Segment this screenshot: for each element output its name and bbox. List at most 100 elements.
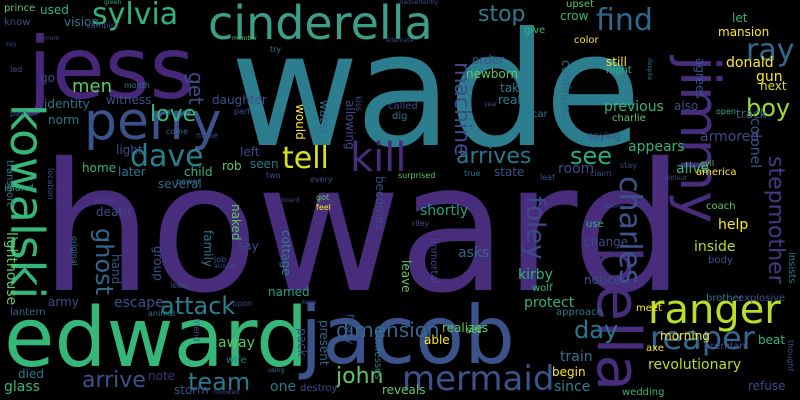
word-order: order (472, 53, 504, 67)
word-reaper: reaper (650, 319, 755, 357)
word-newborn: newborn (466, 67, 519, 81)
word-approach: approach (556, 307, 603, 318)
word-kirby: kirby (518, 267, 553, 283)
word-sylvia: sylvia (92, 0, 179, 32)
word-try: try (270, 45, 282, 54)
word-feel: feel (316, 203, 331, 212)
word-army: army (48, 295, 79, 309)
word-every: every (310, 175, 333, 184)
word-true: true (464, 169, 481, 178)
word-coach: coach (706, 201, 736, 212)
word-surprised: surprised (398, 171, 436, 180)
word-able: able (424, 333, 450, 347)
word-machine: machine (449, 62, 474, 157)
word-named: named (268, 285, 310, 299)
word-lead: lead (170, 281, 188, 290)
word-get: get (184, 72, 208, 105)
word-part: part (234, 107, 251, 116)
word-boy: boy (746, 94, 791, 122)
word-vision: vision (64, 15, 99, 29)
word-realizes: realizes (442, 321, 489, 335)
word-would: would (293, 104, 307, 140)
word-kowalski: kowalski (0, 104, 54, 300)
word-night: night (606, 65, 632, 76)
word-green: green (104, 0, 122, 6)
word-prince: prince (4, 3, 36, 14)
word-mansion: mansion (718, 25, 770, 39)
word-island: island (4, 183, 34, 194)
word-shortly: shortly (420, 203, 469, 219)
word-got: got (316, 193, 330, 202)
word-say: say (238, 239, 259, 253)
word-reveals: reveals (382, 383, 426, 397)
word-car: car (532, 109, 548, 120)
word-gun: gun (756, 69, 783, 85)
word-notice: notice (584, 273, 621, 287)
word-among: among (604, 203, 625, 210)
word-vampire: vampire (86, 21, 119, 30)
word-revolutionary: revolutionary (648, 357, 742, 373)
word-open: open (716, 107, 736, 116)
word-keep: keep (302, 299, 317, 306)
word-several: several (158, 177, 202, 191)
word-mom: mom (44, 35, 60, 42)
word-leaf: leaf (540, 173, 555, 182)
word-continues: continues (559, 60, 573, 119)
word-destroy: destroy (300, 383, 338, 394)
word-seen: seen (250, 157, 279, 171)
word-brendan: brendan (704, 341, 746, 352)
word-charlie: charlie (612, 113, 646, 124)
word-ghost: ghost (90, 228, 118, 296)
word-protect: protect (524, 295, 575, 311)
word-inadvertently: inadvertently (398, 0, 439, 6)
word-becomes: becomes (373, 176, 387, 231)
word-kiss: kiss (354, 96, 363, 112)
word-wedding: wedding (622, 387, 665, 398)
word-identity: identity (44, 97, 90, 111)
word-board: board (282, 197, 300, 204)
word-help: help (718, 217, 749, 233)
word-insists: insists (786, 252, 797, 284)
word-color: color (574, 35, 599, 46)
word-arrives: arrives (456, 144, 532, 169)
word-meet: meet (636, 303, 662, 314)
word-ray: ray (746, 33, 795, 68)
word-team: team (188, 368, 251, 396)
word-brother: brother (706, 293, 743, 304)
word-one: one (270, 379, 297, 395)
word-water: water (317, 100, 331, 135)
word-foley: foley (520, 196, 550, 260)
word-job: job (214, 255, 227, 264)
word-also: also (674, 99, 699, 113)
word-begin: begin (552, 365, 586, 379)
word-bella: bella (583, 246, 653, 392)
word-lighthouse: lighthouse (3, 232, 19, 306)
word-group: group (151, 246, 165, 281)
word-stepmother: stepmother (763, 156, 788, 284)
word-tell: tell (282, 141, 329, 176)
word-upon: upon (232, 299, 253, 308)
word-still: still (606, 55, 627, 69)
word-led: led (10, 65, 23, 74)
word-next: next (760, 79, 787, 93)
word-allowing: allowing (343, 100, 357, 150)
word-saying: saying (588, 131, 621, 142)
word-used: used (40, 3, 69, 17)
word-edward: edward (4, 291, 309, 386)
word-come: come (166, 127, 189, 136)
word-agrees: agrees (693, 58, 707, 99)
word-friend: friend (192, 318, 201, 342)
word-donald: donald (726, 55, 774, 71)
word-original: original (70, 236, 79, 266)
word-finally: finally (344, 314, 355, 345)
word-year: year (484, 101, 498, 108)
word-arrive: arrive (82, 368, 146, 393)
word-left: left (240, 145, 260, 159)
word-asks: asks (458, 245, 490, 261)
word-key: key (6, 41, 17, 48)
word-without: without (664, 175, 687, 182)
word-present: present (317, 320, 331, 366)
word-see: see (570, 142, 613, 170)
word-upset: upset (566, 0, 594, 10)
word-morning: morning (660, 329, 710, 343)
